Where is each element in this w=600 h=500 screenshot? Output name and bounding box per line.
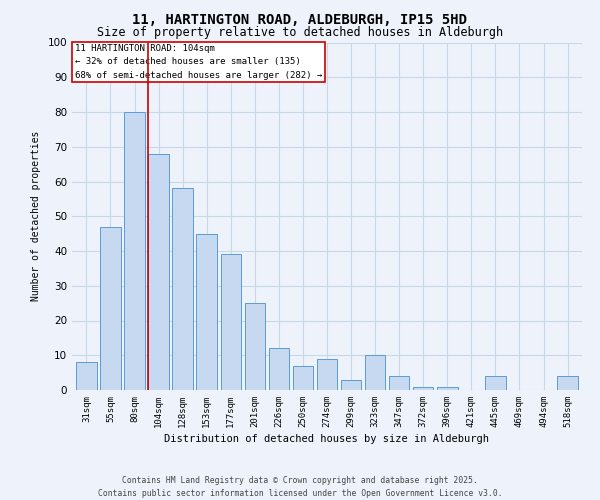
X-axis label: Distribution of detached houses by size in Aldeburgh: Distribution of detached houses by size …	[164, 434, 490, 444]
Text: 11, HARTINGTON ROAD, ALDEBURGH, IP15 5HD: 11, HARTINGTON ROAD, ALDEBURGH, IP15 5HD	[133, 12, 467, 26]
Bar	[413, 386, 433, 390]
Bar	[389, 376, 409, 390]
Bar	[293, 366, 313, 390]
Bar	[557, 376, 578, 390]
Text: Contains HM Land Registry data © Crown copyright and database right 2025.
Contai: Contains HM Land Registry data © Crown c…	[98, 476, 502, 498]
Bar	[221, 254, 241, 390]
Text: 11 HARTINGTON ROAD: 104sqm
← 32% of detached houses are smaller (135)
68% of sem: 11 HARTINGTON ROAD: 104sqm ← 32% of deta…	[74, 44, 322, 80]
Bar	[124, 112, 145, 390]
Bar	[172, 188, 193, 390]
Bar	[76, 362, 97, 390]
Y-axis label: Number of detached properties: Number of detached properties	[31, 131, 41, 302]
Text: Size of property relative to detached houses in Aldeburgh: Size of property relative to detached ho…	[97, 26, 503, 39]
Bar	[341, 380, 361, 390]
Bar	[365, 355, 385, 390]
Bar	[100, 226, 121, 390]
Bar	[437, 386, 458, 390]
Bar	[148, 154, 169, 390]
Bar	[196, 234, 217, 390]
Bar	[269, 348, 289, 390]
Bar	[485, 376, 506, 390]
Bar	[245, 303, 265, 390]
Bar	[317, 358, 337, 390]
